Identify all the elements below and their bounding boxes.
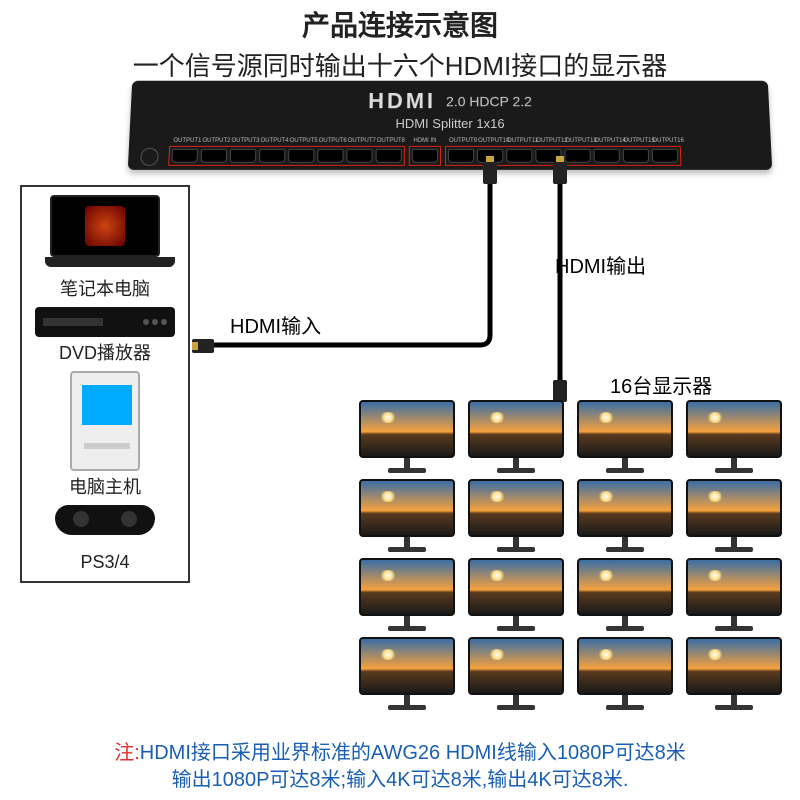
gamepad-icon — [55, 505, 155, 550]
page-title: 产品连接示意图 — [0, 0, 800, 44]
monitor — [573, 558, 676, 631]
page-subtitle: 一个信号源同时输出十六个HDMI接口的显示器 — [0, 46, 800, 83]
hdmi-in-port: HDMI IN — [412, 149, 438, 163]
pc-icon — [70, 371, 140, 471]
monitor — [573, 637, 676, 710]
monitor — [573, 400, 676, 473]
dvd-label: DVD播放器 — [59, 339, 151, 365]
source-pc: 电脑主机 — [69, 371, 141, 499]
monitor — [464, 479, 567, 552]
splitter-model: HDMI Splitter 1x16 — [395, 116, 504, 131]
monitor — [355, 479, 458, 552]
source-laptop: 笔记本电脑 — [45, 195, 165, 301]
source-dvd: DVD播放器 — [35, 307, 175, 365]
footnote: 注:HDMI接口采用业界标准的AWG26 HDMI线输入1080P可达8米 输出… — [0, 740, 800, 794]
monitor — [573, 479, 676, 552]
ports-row: OUTPUT1OUTPUT2OUTPUT3OUTPUT4OUTPUT5OUTPU… — [140, 146, 760, 166]
monitor-grid — [355, 400, 785, 710]
output-ports-left: OUTPUT1OUTPUT2OUTPUT3OUTPUT4OUTPUT5OUTPU… — [168, 146, 405, 166]
hdmi-plug-out-top — [553, 162, 567, 184]
monitor — [355, 400, 458, 473]
monitor — [682, 558, 785, 631]
ps-label: PS3/4 — [80, 552, 129, 573]
laptop-label: 笔记本电脑 — [60, 275, 150, 301]
monitor — [682, 400, 785, 473]
cable-input — [190, 165, 510, 355]
hdmi-plug-in-left — [192, 339, 214, 353]
monitor — [464, 637, 567, 710]
monitor — [355, 558, 458, 631]
monitor — [682, 479, 785, 552]
footnote-prefix: 注: — [114, 742, 140, 764]
footnote-line1: HDMI接口采用业界标准的AWG26 HDMI线输入1080P可达8米 — [140, 742, 686, 764]
hdmi-logo: HDMI — [368, 89, 436, 115]
cable-output — [540, 165, 600, 400]
dc-port — [140, 148, 159, 166]
monitor — [355, 637, 458, 710]
monitor — [464, 558, 567, 631]
laptop-icon — [45, 195, 165, 273]
pc-label: 电脑主机 — [69, 473, 141, 499]
monitors-count-label: 16台显示器 — [610, 370, 712, 399]
splitter-spec: 2.0 HDCP 2.2 — [446, 93, 532, 109]
source-ps: PS3/4 — [55, 505, 155, 573]
hdmi-splitter-device: HDMI 2.0 HDCP 2.2 HDMI Splitter 1x16 OUT… — [128, 81, 772, 170]
source-devices-box: 笔记本电脑 DVD播放器 电脑主机 PS3/4 — [20, 185, 190, 583]
footnote-line2: 输出1080P可达8米;输入4K可达8米,输出4K可达8米. — [172, 769, 629, 791]
hdmi-plug-in-top — [483, 162, 497, 184]
monitor — [682, 637, 785, 710]
dvd-icon — [35, 307, 175, 337]
hdmi-plug-out-bottom — [553, 380, 567, 402]
monitor — [464, 400, 567, 473]
input-port-group: HDMI IN — [409, 146, 441, 166]
